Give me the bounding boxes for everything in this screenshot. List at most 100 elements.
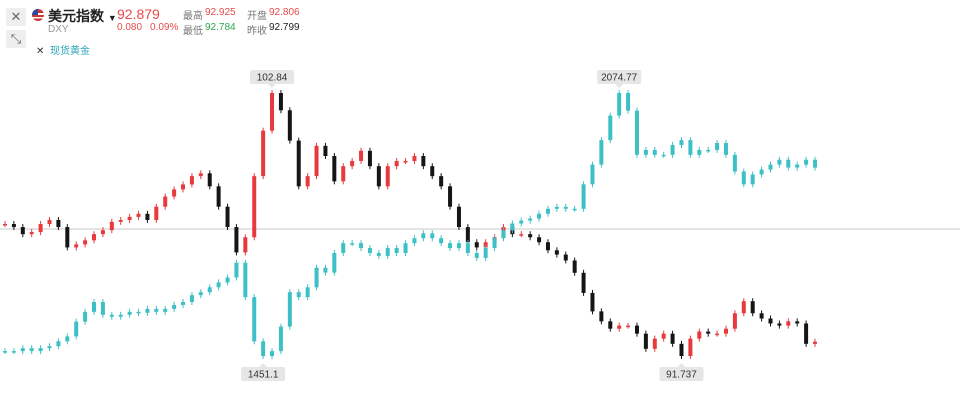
extreme-label: 102.84 [257,73,288,84]
extreme-label-box [597,70,642,84]
candle-body [3,351,7,353]
candle-body [385,248,390,256]
candle-body [118,219,123,222]
candle-body [465,227,470,243]
candle-body [100,302,105,315]
candle-body [198,292,203,296]
candle-body [278,93,283,111]
candle-body [634,325,639,334]
candle-body [394,248,399,253]
candle-body [332,252,337,273]
instrument-name[interactable]: 美元指数 ▼ [48,8,117,24]
candle-body [670,145,675,155]
candle-body [11,351,16,353]
extreme-label-pointer [677,363,686,367]
candle-body [270,93,275,131]
candle-body [430,233,435,239]
candle-body [11,223,16,228]
extreme-label: 91.737 [666,370,697,381]
candle-body [715,333,720,336]
candle-body [376,166,381,187]
candle-body [207,173,212,187]
candle-body [510,223,515,231]
extreme-label-box [659,367,704,381]
candle-body [296,140,301,187]
candle-body [608,321,613,329]
candle-body [38,223,43,233]
collapse-button[interactable]: ⤡ [6,30,26,48]
candle-body [554,250,559,255]
candle-body [359,150,364,161]
candle-body [29,232,34,235]
candle-body [528,234,533,238]
candle-body [572,260,577,273]
stat-label: 昨收 [247,26,267,37]
candle-body [367,150,372,167]
instrument-code: DXY [48,24,69,35]
candle-body [350,160,355,167]
candle-body [341,166,346,182]
candle-body [563,254,568,261]
candle-body [545,208,550,214]
candle-body [109,221,114,231]
close-button[interactable]: ✕ [6,8,26,26]
candle-body [741,301,746,314]
candle-body [537,213,542,219]
candle-body [474,252,479,258]
candle-body [786,159,791,168]
last-price: 92.879 [117,6,160,22]
stat-value: 92.806 [269,7,300,18]
candle-body [296,292,301,298]
extreme-label-pointer [268,84,277,88]
change: 0.080 [117,22,143,33]
candle-body [412,238,417,244]
candle-body [83,240,88,245]
candle-body [367,248,372,253]
candle-body [341,243,346,253]
candle-body [741,171,746,185]
candle-body [795,321,800,324]
candle-body [688,338,693,356]
candle-body [145,308,150,313]
candle-body [688,140,693,155]
candle-body [608,115,613,141]
candle-body [38,348,43,352]
candle-body [189,295,194,303]
candle-body [305,176,310,187]
candle-body [127,216,132,220]
candle-body [287,110,292,141]
candle-body [243,262,248,298]
candle-body [554,206,559,209]
candle-body [350,243,355,245]
candle-body [47,346,52,349]
candle-body [563,206,568,209]
candle-body [750,174,755,185]
candle-body [136,213,141,217]
candle-body [483,248,488,258]
extreme-label-pointer [615,84,624,88]
candle-body [804,159,809,165]
candle-body [305,287,310,298]
candle-body [777,159,782,165]
stat-value: 92.925 [205,7,236,18]
stat-label: 开盘 [247,11,267,22]
candle-body [65,336,70,342]
candle-body [759,169,764,175]
candle-body [439,176,444,187]
candle-body [643,333,648,349]
candle-body [679,140,684,146]
legend-item[interactable]: ✕ 现货黄金 [36,46,90,57]
candle-body [456,243,461,249]
candle-body [599,311,604,322]
extreme-label: 2074.77 [601,73,638,84]
candle-body [234,227,239,253]
candle-body [617,325,622,329]
candle-body [483,242,488,248]
candle-body [537,237,542,243]
candle-body [20,348,25,352]
candle-body [759,313,764,319]
candle-body [768,318,773,324]
candle-body [359,243,364,249]
candle-body [172,189,177,197]
